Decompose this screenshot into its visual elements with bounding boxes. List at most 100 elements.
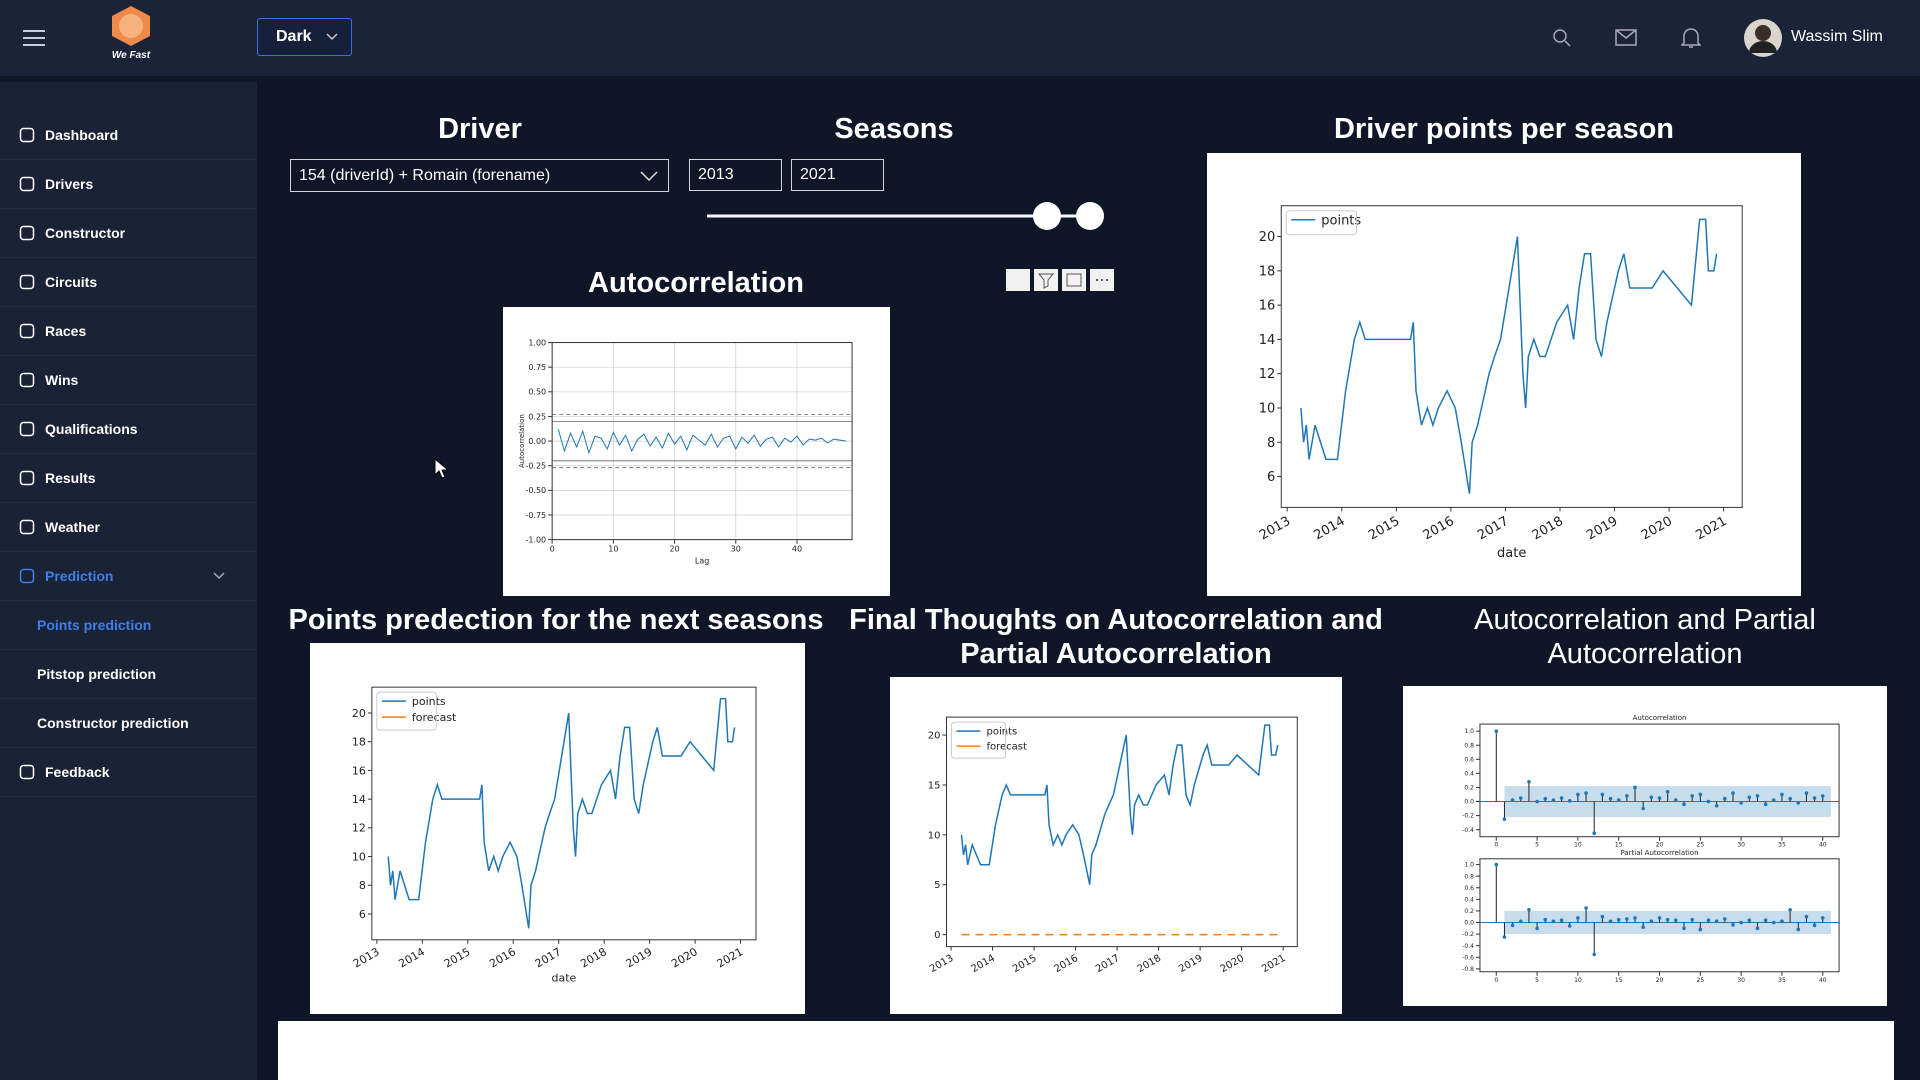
nav-item[interactable]: Dashboard <box>0 111 257 160</box>
nav-item[interactable]: Points prediction <box>0 601 257 650</box>
icon-shape <box>19 176 35 192</box>
x-tick-label: 15 <box>1615 842 1623 849</box>
nav-item[interactable]: Pitstop prediction <box>0 650 257 699</box>
nav-item[interactable]: Circuits <box>0 258 257 307</box>
season-end-input[interactable]: 2021 <box>791 159 884 191</box>
y-tick-label: 0.0 <box>1464 920 1474 927</box>
nav-item[interactable]: Drivers <box>0 160 257 209</box>
mail-button[interactable] <box>1615 29 1637 46</box>
stem-marker <box>1674 798 1678 802</box>
season-start-input[interactable]: 2013 <box>689 159 782 191</box>
nav-item[interactable]: Weather <box>0 503 257 552</box>
x-axis-label: Lag <box>695 557 709 566</box>
avatar[interactable] <box>1744 19 1782 57</box>
stem-marker <box>1771 920 1776 925</box>
stem-marker <box>1567 799 1572 803</box>
season-start: 2013 <box>698 166 734 183</box>
nav-item[interactable]: Races <box>0 307 257 356</box>
y-tick-label: 18 <box>352 736 366 749</box>
y-tick-label: 10 <box>928 830 941 841</box>
chart-title: Points predection for the next seasons <box>288 604 824 636</box>
x-axis-label: date <box>1497 546 1526 561</box>
y-tick-label: 0.25 <box>528 412 546 421</box>
y-axis-label: Autocorrelation <box>518 414 526 468</box>
stem-marker <box>1494 729 1499 733</box>
x-tick-label: 15 <box>1615 977 1623 984</box>
stem-marker <box>1788 907 1792 912</box>
x-tick-label: 2018 <box>1530 514 1566 544</box>
copy-button[interactable] <box>1006 269 1030 291</box>
nav-label: Results <box>45 470 96 486</box>
y-tick-label: -0.75 <box>525 511 546 520</box>
stem-marker <box>1812 796 1817 800</box>
stem-marker <box>1796 927 1801 932</box>
stem-marker <box>1780 919 1784 924</box>
x-tick-label: 2018 <box>1136 953 1164 975</box>
y-tick-label: 16 <box>352 764 366 777</box>
nav-item[interactable]: Constructor <box>0 209 257 258</box>
stem-marker <box>1723 796 1727 801</box>
y-tick-label: 16 <box>1259 299 1276 314</box>
y-tick-label: 10 <box>352 850 366 863</box>
x-tick-label: 2019 <box>624 945 655 970</box>
season-slider[interactable] <box>700 196 1110 236</box>
x-tick-label: 2020 <box>1639 514 1675 544</box>
nav-icon <box>19 568 35 584</box>
slider-handle[interactable] <box>1033 202 1061 230</box>
stem-marker <box>1690 794 1694 798</box>
stem-marker <box>1535 926 1539 931</box>
stem-marker <box>1633 916 1637 920</box>
stem-marker <box>1641 806 1645 811</box>
stem-marker <box>1665 917 1670 922</box>
x-tick-label: 2020 <box>669 945 700 970</box>
stem-marker <box>1796 801 1801 805</box>
y-tick-label: 14 <box>1259 333 1276 348</box>
x-tick-label: 2014 <box>396 945 427 970</box>
y-tick-label: -0.4 <box>1462 943 1474 950</box>
stem-marker <box>1804 914 1809 919</box>
y-tick-label: 0.00 <box>528 437 546 446</box>
y-tick-label: 0 <box>934 930 940 941</box>
plot-frame <box>946 716 1298 948</box>
x-tick-label: 2020 <box>1219 953 1247 975</box>
nav-item[interactable]: Feedback <box>0 748 257 797</box>
series-line <box>1300 218 1718 494</box>
stem-marker <box>1551 919 1556 924</box>
nav-item[interactable]: Qualifications <box>0 405 257 454</box>
nav-item[interactable]: Wins <box>0 356 257 405</box>
slider-handle[interactable] <box>1076 202 1104 230</box>
driver-select[interactable]: 154 (driverId) + Romain (forename) <box>290 159 669 192</box>
y-tick-label: 14 <box>352 793 366 806</box>
stem-marker <box>1608 919 1613 924</box>
nav-icon <box>19 764 35 780</box>
stem-marker <box>1747 795 1752 800</box>
x-tick-label: 0 <box>550 545 555 554</box>
focus-button[interactable] <box>1062 269 1086 291</box>
y-tick-label: 0.4 <box>1464 896 1474 903</box>
x-tick-label: 2013 <box>351 945 382 970</box>
menu-button[interactable] <box>22 28 46 48</box>
stem-marker <box>1600 792 1605 797</box>
logo-icon <box>112 6 150 46</box>
x-tick-label: 30 <box>731 545 741 554</box>
nav-item[interactable]: Results <box>0 454 257 503</box>
nav-icon <box>19 470 35 486</box>
nav-item[interactable]: Constructor prediction <box>0 699 257 748</box>
nav-item[interactable]: Prediction <box>0 552 257 601</box>
filter-button[interactable] <box>1034 269 1058 291</box>
stem-marker <box>1633 785 1637 790</box>
stem-marker <box>1706 918 1711 923</box>
y-tick-label: -0.50 <box>525 486 546 495</box>
legend-box <box>376 691 437 731</box>
notifications-button[interactable] <box>1681 27 1701 49</box>
icon-shape <box>19 225 35 241</box>
x-tick-label: 2013 <box>928 953 956 975</box>
search-button[interactable] <box>1552 28 1572 48</box>
icon-shape <box>19 470 35 486</box>
user-name[interactable]: Wassim Slim <box>1791 28 1883 45</box>
nav-icon <box>19 323 35 339</box>
stem-marker <box>1518 796 1523 800</box>
stem-marker <box>1698 792 1703 797</box>
y-tick-label: 0.4 <box>1464 770 1474 777</box>
theme-select[interactable]: Dark <box>257 18 352 56</box>
